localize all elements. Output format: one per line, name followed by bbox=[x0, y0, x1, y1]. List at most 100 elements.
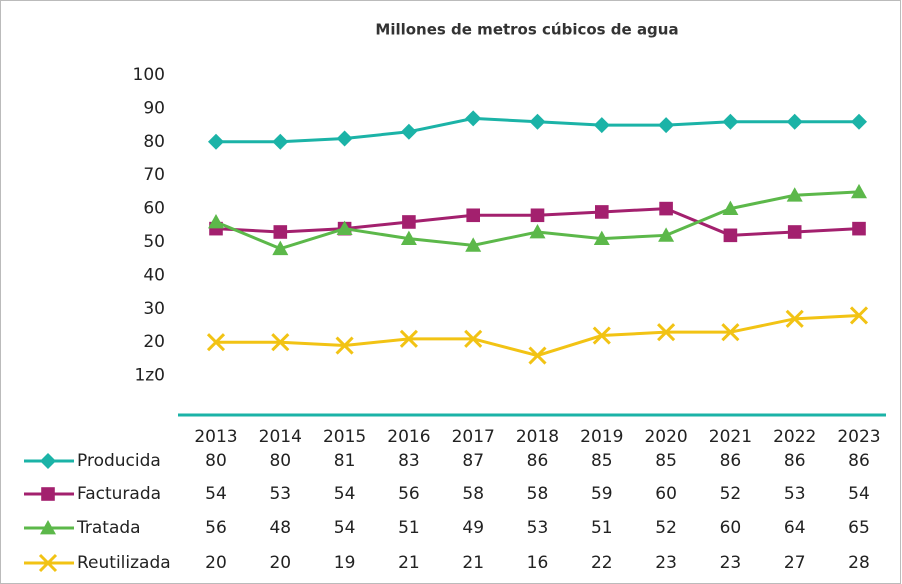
y-tick-label: 40 bbox=[143, 265, 165, 285]
series-line bbox=[216, 313, 860, 358]
marker bbox=[529, 113, 546, 130]
legend-marker bbox=[41, 487, 55, 501]
legend-label: Producida bbox=[77, 451, 161, 471]
x-tick-label: 2023 bbox=[837, 427, 880, 447]
marker bbox=[592, 326, 611, 345]
table-value: 20 bbox=[269, 553, 291, 573]
marker bbox=[593, 117, 610, 134]
table-value: 19 bbox=[334, 553, 356, 573]
table-value: 54 bbox=[205, 484, 227, 504]
y-tick-label: 20 bbox=[143, 332, 165, 352]
marker bbox=[721, 323, 740, 342]
table-value: 86 bbox=[527, 451, 549, 471]
table-value: 86 bbox=[720, 451, 742, 471]
marker bbox=[273, 225, 288, 239]
marker bbox=[272, 240, 289, 256]
y-tick-label: 30 bbox=[143, 299, 165, 319]
marker bbox=[335, 336, 354, 355]
marker bbox=[400, 230, 417, 246]
table-value: 54 bbox=[848, 484, 870, 504]
x-tick-label: 2018 bbox=[516, 427, 559, 447]
x-tick-label: 2013 bbox=[194, 427, 237, 447]
table-value: 54 bbox=[334, 518, 356, 538]
table-value: 81 bbox=[334, 451, 356, 471]
marker bbox=[849, 306, 869, 325]
table-value: 21 bbox=[462, 553, 484, 573]
y-tick-label: 70 bbox=[143, 165, 165, 185]
table-value: 22 bbox=[591, 553, 613, 573]
marker bbox=[851, 183, 867, 199]
legend-label: Reutilizada bbox=[77, 553, 171, 573]
marker bbox=[208, 133, 224, 150]
marker bbox=[722, 200, 739, 215]
marker bbox=[851, 113, 867, 130]
marker bbox=[786, 187, 803, 202]
legend-label: Tratada bbox=[76, 518, 141, 538]
table-value: 56 bbox=[398, 484, 420, 504]
marker bbox=[465, 110, 482, 127]
table-value: 80 bbox=[205, 451, 227, 471]
marker bbox=[530, 208, 545, 223]
table-value: 85 bbox=[655, 451, 677, 471]
marker bbox=[402, 215, 416, 229]
table-value: 60 bbox=[720, 518, 742, 538]
legend-marker bbox=[40, 520, 56, 535]
table-value: 28 bbox=[848, 553, 870, 573]
table-value: 49 bbox=[462, 518, 484, 538]
table-value: 59 bbox=[591, 484, 613, 504]
chart-title: Millones de metros cúbicos de agua bbox=[375, 21, 678, 39]
table-value: 83 bbox=[398, 451, 420, 471]
marker bbox=[208, 213, 224, 229]
marker bbox=[206, 333, 226, 352]
marker bbox=[464, 329, 483, 348]
marker bbox=[336, 220, 353, 236]
marker bbox=[465, 237, 482, 252]
table-value: 51 bbox=[591, 518, 613, 538]
table-value: 80 bbox=[269, 451, 291, 471]
table-value: 54 bbox=[334, 484, 356, 504]
x-tick-label: 2014 bbox=[259, 427, 302, 447]
x-tick-label: 2017 bbox=[452, 427, 495, 447]
legend-marker bbox=[38, 553, 58, 573]
table-value: 23 bbox=[720, 553, 742, 573]
table-value: 58 bbox=[527, 484, 549, 504]
table-value: 51 bbox=[398, 518, 420, 538]
marker bbox=[529, 223, 546, 239]
marker bbox=[786, 113, 803, 130]
marker bbox=[528, 346, 547, 365]
x-tick-label: 2015 bbox=[323, 427, 366, 447]
table-value: 23 bbox=[655, 553, 677, 573]
y-tick-label: 90 bbox=[143, 98, 165, 118]
table-value: 86 bbox=[784, 451, 806, 471]
marker bbox=[658, 227, 675, 242]
marker bbox=[593, 230, 610, 246]
marker bbox=[785, 309, 804, 328]
marker bbox=[271, 333, 290, 352]
table-value: 87 bbox=[462, 451, 484, 471]
marker bbox=[399, 329, 418, 348]
table-value: 52 bbox=[655, 518, 677, 538]
x-tick-label: 2020 bbox=[644, 427, 687, 447]
marker bbox=[595, 205, 609, 219]
table-value: 64 bbox=[784, 518, 806, 538]
table-value: 56 bbox=[205, 518, 227, 538]
table-value: 53 bbox=[527, 518, 549, 538]
x-tick-label: 2022 bbox=[773, 427, 816, 447]
table-value: 53 bbox=[269, 484, 291, 504]
table-value: 86 bbox=[848, 451, 870, 471]
marker bbox=[722, 113, 739, 130]
marker bbox=[657, 323, 676, 342]
y-tick-label: 60 bbox=[143, 199, 165, 219]
marker bbox=[336, 130, 353, 147]
y-tick-label: 1z0 bbox=[134, 366, 165, 386]
marker bbox=[852, 221, 866, 236]
x-tick-label: 2019 bbox=[580, 427, 623, 447]
marker bbox=[659, 201, 673, 216]
x-tick-label: 2021 bbox=[709, 427, 752, 447]
y-tick-label: 50 bbox=[143, 232, 165, 252]
y-tick-label: 80 bbox=[143, 132, 165, 152]
marker bbox=[400, 123, 417, 140]
table-value: 20 bbox=[205, 553, 227, 573]
table-value: 53 bbox=[784, 484, 806, 504]
